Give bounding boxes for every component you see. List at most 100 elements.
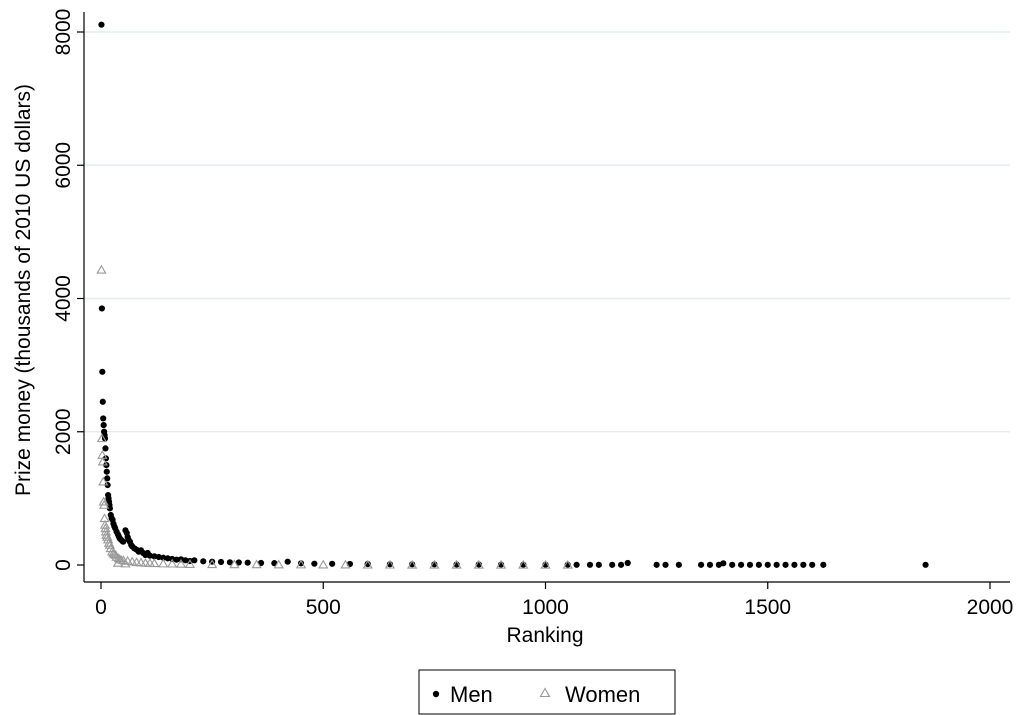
y-tick-label-6000: 6000 [52, 142, 75, 189]
point-men [98, 305, 105, 312]
y-tick-label-2000: 2000 [52, 408, 75, 455]
point-women [495, 559, 507, 569]
point-women [98, 476, 109, 486]
legend: Men Women [418, 669, 676, 715]
point-women [251, 559, 262, 569]
point-men [200, 558, 207, 565]
data-points [96, 21, 929, 569]
point-women [102, 534, 114, 544]
point-men [782, 561, 789, 568]
point-men [104, 475, 111, 482]
legend-women-marker [539, 687, 551, 698]
y-tick-label-4000: 4000 [52, 275, 75, 322]
point-women [104, 539, 116, 549]
point-women [184, 559, 196, 568]
point-women [98, 496, 109, 506]
point-men [573, 561, 580, 568]
axes [83, 12, 1010, 583]
point-men [99, 398, 106, 405]
point-women [175, 558, 187, 568]
point-women [113, 553, 124, 563]
point-men [800, 561, 807, 568]
y-axis-title: Prize money (thousands of 2010 US dollar… [12, 84, 35, 496]
point-men [764, 561, 771, 568]
point-men [729, 561, 736, 568]
point-men [329, 560, 336, 567]
x-tick-label-0: 0 [95, 596, 107, 619]
point-men [173, 556, 180, 563]
point-men [103, 468, 110, 475]
x-tick-label-1500: 1500 [744, 596, 791, 619]
x-tick-label-1000: 1000 [522, 596, 569, 619]
point-men [102, 445, 109, 452]
point-women [96, 433, 108, 443]
ticks: 0 2000 4000 6000 8000 0 500 1000 1500 2000 [52, 9, 1013, 619]
point-men [100, 415, 107, 422]
point-men [662, 561, 669, 568]
point-men [624, 559, 631, 567]
point-women [166, 558, 178, 568]
point-men [284, 558, 291, 565]
point-men [311, 560, 318, 567]
point-women [540, 559, 551, 569]
point-men [706, 561, 714, 568]
point-men [617, 561, 625, 568]
point-men [755, 561, 762, 568]
point-men [675, 561, 682, 568]
point-men [922, 561, 929, 568]
point-women [406, 559, 418, 569]
point-men [297, 560, 305, 567]
point-men [106, 505, 113, 512]
point-men [120, 538, 127, 545]
point-men [609, 561, 616, 568]
point-men [737, 561, 745, 568]
point-men [653, 561, 660, 568]
point-men [191, 557, 198, 564]
point-men [746, 561, 754, 568]
point-women [451, 559, 462, 569]
point-men [98, 21, 105, 28]
y-tick-label-8000: 8000 [52, 9, 75, 56]
point-men [217, 558, 225, 566]
legend-women-label: Women [565, 682, 640, 707]
point-men [809, 561, 816, 568]
point-women [295, 559, 307, 569]
point-women [96, 264, 107, 274]
point-men [99, 368, 106, 375]
point-women [562, 559, 573, 569]
point-women [340, 559, 351, 569]
point-women [97, 456, 108, 466]
point-men [586, 561, 594, 568]
x-tick-label-500: 500 [306, 596, 341, 619]
point-men [244, 559, 251, 566]
point-women [102, 531, 113, 541]
point-women [158, 558, 169, 568]
point-women [120, 558, 131, 568]
point-women [473, 559, 484, 569]
point-women [318, 559, 329, 569]
point-men [720, 560, 727, 567]
point-women [149, 558, 160, 568]
point-men [226, 559, 234, 566]
legend-men-label: Men [450, 682, 493, 707]
point-men [235, 559, 242, 566]
point-women [384, 559, 396, 569]
point-women [98, 499, 110, 509]
x-tick-label-2000: 2000 [967, 596, 1014, 619]
point-men [791, 561, 798, 568]
point-women [229, 559, 240, 569]
point-women [518, 559, 529, 569]
point-men [100, 421, 107, 429]
gridlines [85, 31, 1010, 433]
legend-men-marker [432, 690, 440, 698]
point-women [115, 554, 127, 564]
point-men [697, 561, 705, 568]
point-women [273, 559, 284, 569]
point-men [820, 561, 827, 568]
point-women [362, 559, 373, 569]
point-men [773, 561, 780, 568]
y-tick-label-0: 0 [52, 559, 75, 571]
point-women [206, 559, 218, 569]
